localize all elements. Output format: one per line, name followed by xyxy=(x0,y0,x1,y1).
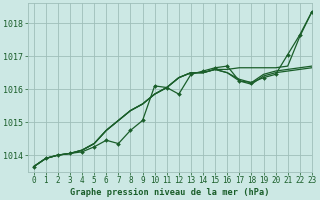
X-axis label: Graphe pression niveau de la mer (hPa): Graphe pression niveau de la mer (hPa) xyxy=(70,188,269,197)
